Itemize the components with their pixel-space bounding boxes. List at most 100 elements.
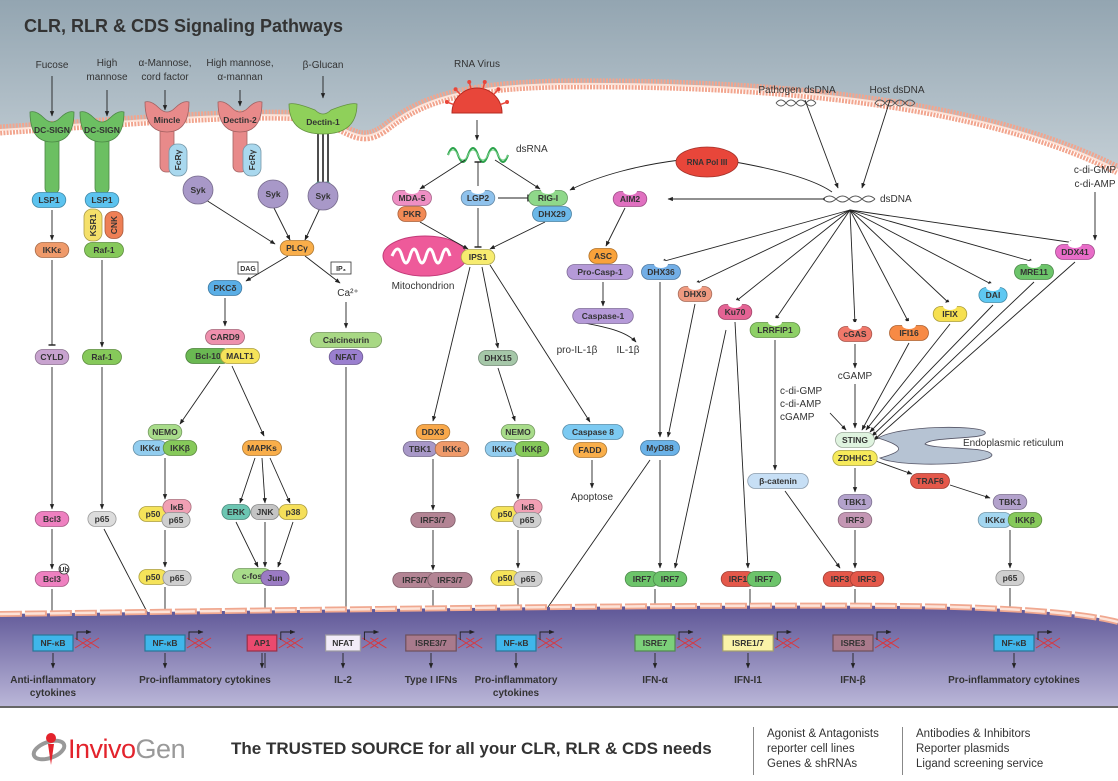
node-p65[interactable]: p65 — [512, 512, 542, 528]
node-traf6[interactable]: TRAF6 — [910, 473, 950, 489]
node-bcl3[interactable]: Bcl3 — [34, 571, 70, 587]
product-link[interactable]: reporter cell lines — [767, 743, 855, 755]
node-ips1[interactable]: IPS1 — [460, 249, 496, 265]
node-dc-sign[interactable]: DC-SIGN — [29, 111, 75, 195]
node-irf3-7[interactable]: IRF3/7 — [410, 512, 456, 528]
node-p65[interactable]: p65 — [162, 570, 192, 586]
node-ikk-[interactable]: IKKα — [977, 512, 1013, 528]
transcription-factor[interactable]: NF-κB Pro-inflammatory cytokines — [475, 629, 563, 699]
product-link[interactable]: Antibodies & Inhibitors — [916, 728, 1031, 740]
node-mda-5[interactable]: MDA-5 — [392, 186, 432, 206]
node-fcr-[interactable]: FcRγ — [242, 143, 262, 177]
node-lrrfip1[interactable]: LRRFIP1 — [749, 318, 801, 338]
transcription-factor[interactable]: ISRE1/7 IFN-I1 — [722, 629, 800, 686]
node-caspase-8[interactable]: Caspase 8 — [562, 424, 624, 440]
node-tbk1[interactable]: TBK1 — [837, 494, 873, 510]
node-plc-[interactable]: PLCγ — [279, 240, 315, 256]
node-ikk-[interactable]: IKKβ — [162, 440, 198, 456]
node-mre11[interactable]: MRE11 — [1014, 260, 1054, 280]
node-i-b[interactable]: IκB — [162, 499, 192, 515]
node-malt1[interactable]: MALT1 — [220, 348, 260, 364]
node-erk[interactable]: ERK — [221, 504, 251, 520]
node-lsp1[interactable]: LSP1 — [31, 192, 67, 208]
transcription-factor[interactable]: ISRE3 IFN-β — [832, 629, 900, 686]
node-irf3[interactable]: IRF3 — [849, 571, 885, 587]
node-p65[interactable]: p65 — [995, 570, 1025, 586]
node-ikk-[interactable]: IKKα — [132, 440, 168, 456]
node-aim2[interactable]: AIM2 — [612, 187, 648, 207]
node-ikk-[interactable]: IKKβ — [1007, 512, 1043, 528]
node-raf-1[interactable]: Raf-1 — [82, 349, 122, 365]
node-p38[interactable]: p38 — [278, 504, 308, 520]
node-irf7[interactable]: IRF7 — [746, 571, 782, 587]
node-raf-1[interactable]: Raf-1 — [84, 242, 124, 258]
node-nfat[interactable]: NFAT — [328, 349, 364, 365]
node-rna-pol-iii[interactable]: RNA Pol III — [675, 146, 739, 178]
node-sting[interactable]: STING — [835, 432, 875, 448]
node-ddx41[interactable]: DDX41 — [1055, 240, 1095, 260]
node-cnk[interactable]: CNK — [104, 211, 124, 239]
node-irf3[interactable]: IRF3 — [837, 512, 873, 528]
node-bcl3[interactable]: Bcl3 — [34, 511, 70, 527]
node-pkc-[interactable]: PKCδ — [207, 280, 243, 296]
node-rig-i[interactable]: RIG-I — [528, 186, 568, 206]
node-mapks[interactable]: MAPKs — [242, 440, 282, 456]
node--catenin[interactable]: β-catenin — [747, 473, 809, 489]
product-link[interactable]: Genes & shRNAs — [767, 758, 858, 770]
transcription-factor[interactable]: NF-κB Pro-inflammatory cytokines — [139, 629, 271, 686]
node-nemo[interactable]: NEMO — [500, 424, 536, 440]
node-tbk1[interactable]: TBK1 — [992, 494, 1028, 510]
node-fadd[interactable]: FADD — [572, 442, 608, 458]
node-p65[interactable]: p65 — [161, 512, 191, 528]
node-ifix[interactable]: IFIX — [932, 302, 968, 322]
node-tbk1[interactable]: TBK1 — [402, 441, 438, 457]
product-link[interactable]: Agonist & Antagonists — [767, 728, 879, 740]
node-ku70[interactable]: Ku70 — [717, 300, 753, 320]
node-ksr1[interactable]: KSR1 — [83, 208, 103, 242]
node-p65[interactable]: p65 — [87, 511, 117, 527]
node-zdhhc1[interactable]: ZDHHC1 — [832, 450, 878, 466]
node-dhx9[interactable]: DHX9 — [677, 282, 713, 302]
node-card9[interactable]: CARD9 — [205, 329, 245, 345]
node-jun[interactable]: Jun — [260, 570, 290, 586]
transcription-factor[interactable]: NFAT IL-2 — [325, 629, 387, 686]
node-p50[interactable]: p50 — [138, 569, 168, 585]
node-pro-casp-1[interactable]: Pro-Casp-1 — [566, 264, 634, 280]
transcription-factor[interactable]: ISRE7 IFN-α — [634, 629, 702, 686]
node-dhx36[interactable]: DHX36 — [641, 260, 681, 280]
node-lgp2[interactable]: LGP2 — [460, 186, 496, 206]
invivogen-logo[interactable]: InvivoGen — [30, 731, 186, 767]
node-calcineurin[interactable]: Calcineurin — [309, 332, 383, 348]
node-syk[interactable]: Syk — [307, 181, 339, 211]
node-fcr-[interactable]: FcRγ — [168, 143, 188, 177]
node-irf3-7[interactable]: IRF3/7 — [427, 572, 473, 588]
node-cgas[interactable]: cGAS — [837, 322, 873, 342]
node-syk[interactable]: Syk — [182, 175, 214, 205]
node-dai[interactable]: DAI — [978, 283, 1008, 303]
node-lsp1[interactable]: LSP1 — [84, 192, 120, 208]
node-nemo[interactable]: NEMO — [147, 424, 183, 440]
node-ikk-[interactable]: IKKε — [34, 242, 70, 258]
transcription-factor[interactable]: AP1 — [246, 629, 304, 669]
transcription-factor[interactable]: ISRE3/7 Type I IFNs — [405, 629, 483, 686]
node-ddx3[interactable]: DDX3 — [415, 424, 451, 440]
product-link[interactable]: Ligand screening service — [916, 758, 1044, 770]
transcription-factor[interactable]: NF-κB Pro-inflammatory cytokines — [948, 629, 1080, 686]
node-dhx15[interactable]: DHX15 — [478, 350, 518, 366]
node-p50[interactable]: p50 — [490, 506, 520, 522]
node-p65[interactable]: p65 — [513, 571, 543, 587]
node-cyld[interactable]: CYLD — [34, 349, 70, 365]
node-syk[interactable]: Syk — [257, 179, 289, 209]
node-ikk-[interactable]: IKKβ — [514, 441, 550, 457]
node-pkr[interactable]: PKR — [397, 206, 427, 222]
node-ikk-[interactable]: IKKα — [484, 441, 520, 457]
node-ikk-[interactable]: IKKε — [434, 441, 470, 457]
node-asc[interactable]: ASC — [588, 248, 618, 264]
node-irf7[interactable]: IRF7 — [652, 571, 688, 587]
node-myd88[interactable]: MyD88 — [640, 440, 680, 456]
node-ifi16[interactable]: IFI16 — [889, 321, 929, 341]
node-mincle[interactable]: Mincle — [144, 101, 190, 173]
node-caspase-1[interactable]: Caspase-1 — [572, 308, 634, 324]
product-link[interactable]: Reporter plasmids — [916, 743, 1010, 755]
node-jnk[interactable]: JNK — [250, 504, 280, 520]
